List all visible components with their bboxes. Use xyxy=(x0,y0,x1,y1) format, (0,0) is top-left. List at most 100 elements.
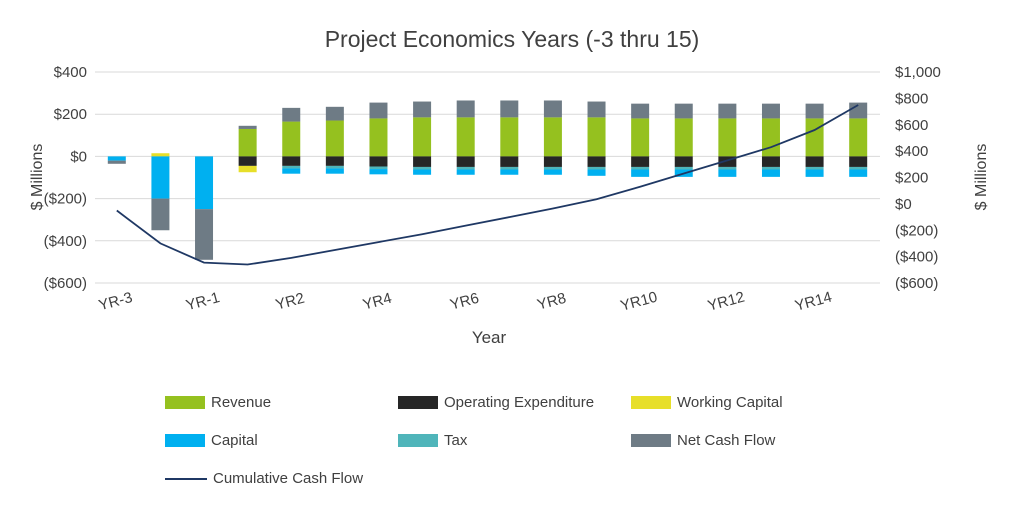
bar-segment-capital xyxy=(456,169,475,175)
legend-label: Working Capital xyxy=(677,394,783,411)
legend-row: Cumulative Cash Flow xyxy=(165,470,864,487)
x-axis-tick-label: YR14 xyxy=(793,289,834,315)
bar-segment-operating-expenditure xyxy=(369,156,388,167)
bar-segment-net-cash-flow xyxy=(369,102,388,119)
cumulative-cash-flow-line xyxy=(116,104,859,266)
bar-segment-revenue xyxy=(587,117,606,157)
bar-segment-capital xyxy=(761,169,780,177)
legend-label: Net Cash Flow xyxy=(677,432,776,449)
bar-segment-net-cash-flow xyxy=(195,209,214,260)
bar-segment-revenue xyxy=(849,118,868,157)
legend-swatch xyxy=(398,434,438,447)
bar-segment-revenue xyxy=(456,117,475,157)
legend-swatch xyxy=(398,396,438,409)
y-axis-left-tick-label: $400 xyxy=(54,64,87,81)
legend-item-net-cash-flow: Net Cash Flow xyxy=(631,432,864,449)
bar-segment-capital xyxy=(413,169,432,175)
bar-segment-working-capital xyxy=(238,165,257,173)
bar-segment-operating-expenditure xyxy=(761,156,780,167)
bar-segment-operating-expenditure xyxy=(456,156,475,167)
bar-segment-capital xyxy=(543,169,562,175)
legend-item-tax: Tax xyxy=(398,432,631,449)
bar-segment-revenue xyxy=(413,117,432,157)
bar-segment-net-cash-flow xyxy=(456,100,475,118)
bar-segment-operating-expenditure xyxy=(674,156,693,167)
bar-segment-capital xyxy=(805,169,824,177)
bar-segment-revenue xyxy=(761,118,780,157)
y-axis-right-tick-label: $600 xyxy=(895,117,928,134)
bar-segment-tax xyxy=(849,166,868,170)
bar-segment-tax xyxy=(805,166,824,170)
bar-segment-tax xyxy=(587,166,606,170)
x-axis-tick-label: YR10 xyxy=(619,289,660,315)
bar-segment-net-cash-flow xyxy=(805,103,824,119)
legend-label: Cumulative Cash Flow xyxy=(213,470,364,487)
bar-segment-net-cash-flow xyxy=(587,101,606,118)
bar-segment-revenue xyxy=(631,118,650,157)
x-axis-tick-label: YR4 xyxy=(361,290,394,314)
x-axis-title: Year xyxy=(471,328,507,347)
bar-segment-net-cash-flow xyxy=(631,103,650,119)
legend-swatch xyxy=(631,396,671,409)
bar-segment-revenue xyxy=(674,118,693,157)
bar-segment-capital xyxy=(849,169,868,177)
y-axis-right-tick-label: $200 xyxy=(895,170,928,187)
bar-segment-capital xyxy=(631,169,650,177)
bar-segment-capital xyxy=(325,168,344,174)
y-axis-left-tick-label: $200 xyxy=(54,106,87,123)
bar-segment-net-cash-flow xyxy=(674,103,693,119)
left-axis-title: $ Millions xyxy=(29,143,46,211)
bar-segment-net-cash-flow xyxy=(325,106,344,121)
bar-segment-capital xyxy=(282,168,301,174)
bar-segment-operating-expenditure xyxy=(282,156,301,166)
bar-segment-revenue xyxy=(718,118,737,157)
y-axis-right-tick-label: ($200) xyxy=(895,222,938,239)
bar-segment-capital xyxy=(718,169,737,177)
y-axis-right-tick-label: $400 xyxy=(895,143,928,160)
legend-line-swatch xyxy=(165,477,207,480)
bar-segment-operating-expenditure xyxy=(805,156,824,167)
bar-segment-tax xyxy=(456,166,475,170)
x-axis-tick-label: YR-3 xyxy=(97,289,134,314)
legend-item-cumulative-cash-flow: Cumulative Cash Flow xyxy=(165,470,398,487)
y-axis-right-tick-label: ($600) xyxy=(895,275,938,292)
bar-segment-operating-expenditure xyxy=(587,156,606,167)
y-axis-right-tick-label: ($400) xyxy=(895,249,938,266)
legend-item-operating-expenditure: Operating Expenditure xyxy=(398,394,631,411)
bar-segment-tax xyxy=(282,165,301,169)
y-axis-left-tick-label: ($400) xyxy=(44,233,87,250)
y-axis-left-tick-label: ($200) xyxy=(44,191,87,208)
bar-segment-net-cash-flow xyxy=(761,103,780,119)
bar-segment-tax xyxy=(718,166,737,170)
y-axis-left-tick-label: $0 xyxy=(70,148,87,165)
legend-label: Capital xyxy=(211,432,258,449)
bar-segment-operating-expenditure xyxy=(238,156,257,166)
right-axis-title: $ Millions xyxy=(973,143,990,211)
bar-segment-tax xyxy=(500,166,519,170)
bar-segment-operating-expenditure xyxy=(500,156,519,167)
bar-segment-revenue xyxy=(325,120,344,157)
legend-label: Tax xyxy=(444,432,468,449)
chart-title: Project Economics Years (-3 thru 15) xyxy=(324,26,700,52)
bar-segment-revenue xyxy=(369,118,388,157)
bar-segment-tax xyxy=(369,166,388,170)
bar-segment-operating-expenditure xyxy=(718,156,737,167)
bar-segment-net-cash-flow xyxy=(543,100,562,118)
bar-segment-revenue xyxy=(500,117,519,157)
x-axis-tick-label: YR12 xyxy=(706,289,747,315)
bar-segment-revenue xyxy=(805,118,824,157)
bar-segment-revenue xyxy=(543,117,562,157)
bar-segment-tax xyxy=(761,166,780,170)
legend-item-working-capital: Working Capital xyxy=(631,394,864,411)
legend-label: Revenue xyxy=(211,394,272,411)
y-axis-right-tick-label: $0 xyxy=(895,196,912,213)
legend-item-revenue: Revenue xyxy=(165,394,398,411)
bar-segment-net-cash-flow xyxy=(413,101,432,118)
bar-segment-operating-expenditure xyxy=(543,156,562,167)
bar-segment-revenue xyxy=(238,128,257,157)
x-axis-tick-label: YR8 xyxy=(535,290,568,314)
bar-segment-tax xyxy=(674,166,693,170)
bar-segment-capital xyxy=(587,169,606,176)
bar-segment-capital xyxy=(369,169,388,175)
